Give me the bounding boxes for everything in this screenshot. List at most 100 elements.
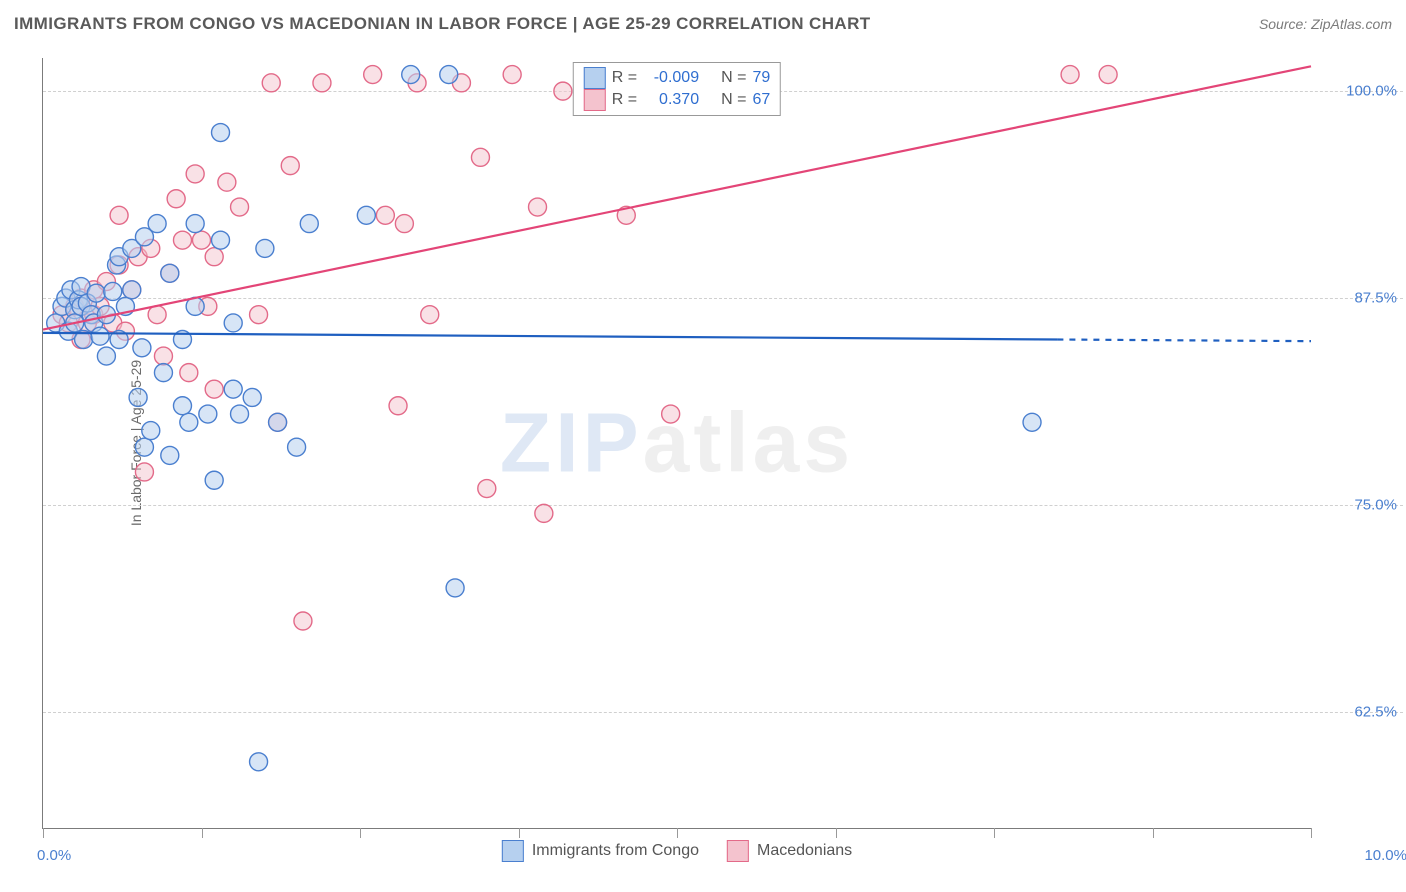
regression-line bbox=[43, 333, 1057, 340]
scatter-point bbox=[402, 66, 420, 84]
scatter-point bbox=[250, 753, 268, 771]
scatter-point bbox=[186, 215, 204, 233]
scatter-point bbox=[173, 231, 191, 249]
scatter-point bbox=[503, 66, 521, 84]
scatter-point bbox=[446, 579, 464, 597]
scatter-point bbox=[535, 504, 553, 522]
scatter-point bbox=[529, 198, 547, 216]
scatter-point bbox=[389, 397, 407, 415]
scatter-point bbox=[161, 446, 179, 464]
chart-header: IMMIGRANTS FROM CONGO VS MACEDONIAN IN L… bbox=[14, 14, 1392, 34]
scatter-point bbox=[1061, 66, 1079, 84]
scatter-point bbox=[142, 422, 160, 440]
scatter-point bbox=[357, 206, 375, 224]
x-max-label: 10.0% bbox=[1364, 847, 1406, 864]
scatter-point bbox=[294, 612, 312, 630]
scatter-point bbox=[154, 364, 172, 382]
r-label: R = bbox=[612, 69, 637, 87]
r-value-blue: -0.009 bbox=[643, 69, 699, 87]
x-tick bbox=[994, 828, 995, 838]
scatter-point bbox=[205, 471, 223, 489]
bottom-label-pink: Macedonians bbox=[757, 842, 852, 860]
scatter-overlay bbox=[43, 58, 1311, 828]
grid-label: 100.0% bbox=[1346, 83, 1397, 100]
scatter-point bbox=[313, 74, 331, 92]
bottom-label-blue: Immigrants from Congo bbox=[532, 842, 699, 860]
bottom-swatch-pink bbox=[727, 840, 749, 862]
x-tick bbox=[1153, 828, 1154, 838]
scatter-point bbox=[662, 405, 680, 423]
scatter-point bbox=[104, 282, 122, 300]
scatter-point bbox=[135, 438, 153, 456]
scatter-point bbox=[269, 413, 287, 431]
x-tick bbox=[677, 828, 678, 838]
r-label-2: R = bbox=[612, 91, 637, 109]
grid-label: 62.5% bbox=[1354, 704, 1397, 721]
scatter-point bbox=[256, 239, 274, 257]
scatter-point bbox=[110, 206, 128, 224]
scatter-point bbox=[218, 173, 236, 191]
scatter-point bbox=[1099, 66, 1117, 84]
scatter-point bbox=[161, 264, 179, 282]
scatter-point bbox=[148, 215, 166, 233]
scatter-point bbox=[262, 74, 280, 92]
x-tick bbox=[43, 828, 44, 838]
scatter-point bbox=[288, 438, 306, 456]
n-value-pink: 67 bbox=[752, 91, 770, 109]
scatter-point bbox=[148, 306, 166, 324]
scatter-point bbox=[224, 380, 242, 398]
scatter-point bbox=[97, 347, 115, 365]
scatter-point bbox=[364, 66, 382, 84]
scatter-point bbox=[180, 364, 198, 382]
scatter-point bbox=[471, 148, 489, 166]
n-label: N = bbox=[721, 69, 746, 87]
regression-extension bbox=[1057, 340, 1311, 342]
x-min-label: 0.0% bbox=[37, 847, 71, 864]
scatter-point bbox=[554, 82, 572, 100]
scatter-point bbox=[478, 480, 496, 498]
scatter-point bbox=[1023, 413, 1041, 431]
scatter-point bbox=[180, 413, 198, 431]
scatter-point bbox=[154, 347, 172, 365]
legend-swatch-pink bbox=[584, 89, 606, 111]
x-tick bbox=[360, 828, 361, 838]
source-label: Source: ZipAtlas.com bbox=[1259, 16, 1392, 32]
scatter-point bbox=[133, 339, 151, 357]
legend-swatch-blue bbox=[584, 67, 606, 89]
scatter-point bbox=[243, 388, 261, 406]
scatter-point bbox=[421, 306, 439, 324]
scatter-point bbox=[205, 248, 223, 266]
x-tick bbox=[1311, 828, 1312, 838]
scatter-point bbox=[173, 397, 191, 415]
scatter-point bbox=[224, 314, 242, 332]
scatter-point bbox=[281, 157, 299, 175]
scatter-point bbox=[129, 388, 147, 406]
plot-area: In Labor Force | Age 25-29 62.5%75.0%87.… bbox=[42, 58, 1311, 829]
scatter-point bbox=[300, 215, 318, 233]
scatter-point bbox=[135, 463, 153, 481]
bottom-swatch-blue bbox=[502, 840, 524, 862]
scatter-point bbox=[193, 231, 211, 249]
scatter-point bbox=[123, 281, 141, 299]
n-value-blue: 79 bbox=[752, 69, 770, 87]
scatter-point bbox=[199, 405, 217, 423]
scatter-point bbox=[376, 206, 394, 224]
bottom-legend: Immigrants from Congo Macedonians bbox=[502, 840, 852, 862]
x-tick bbox=[836, 828, 837, 838]
x-tick bbox=[202, 828, 203, 838]
stats-legend: R = -0.009 N = 79 R = 0.370 N = 67 bbox=[573, 62, 781, 116]
scatter-point bbox=[212, 124, 230, 142]
n-label-2: N = bbox=[721, 91, 746, 109]
scatter-point bbox=[231, 405, 249, 423]
grid-label: 87.5% bbox=[1354, 290, 1397, 307]
grid-label: 75.0% bbox=[1354, 497, 1397, 514]
scatter-point bbox=[250, 306, 268, 324]
scatter-point bbox=[91, 327, 109, 345]
scatter-point bbox=[212, 231, 230, 249]
scatter-point bbox=[205, 380, 223, 398]
r-value-pink: 0.370 bbox=[643, 91, 699, 109]
scatter-point bbox=[395, 215, 413, 233]
scatter-point bbox=[186, 165, 204, 183]
chart-title: IMMIGRANTS FROM CONGO VS MACEDONIAN IN L… bbox=[14, 14, 871, 34]
x-tick bbox=[519, 828, 520, 838]
